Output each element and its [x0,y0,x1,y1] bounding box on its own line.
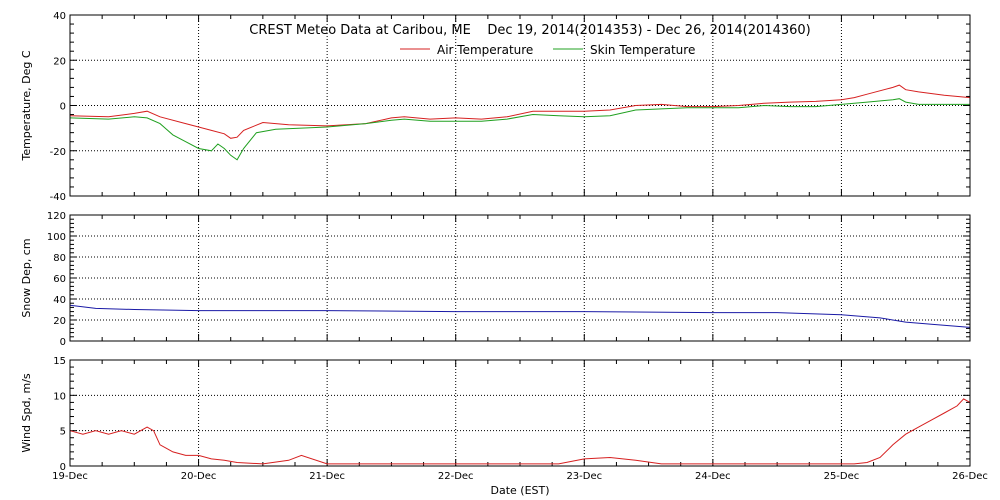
series-line-panel-3 [69,398,971,465]
y-tick-label: 10 [53,391,66,402]
legend-entry: Air Temperature [437,43,533,57]
panel-1-frame [69,14,971,197]
y-tick-label: 20 [53,56,66,67]
y-tick-label: 120 [47,211,66,222]
y-tick-label: -40 [50,192,66,203]
x-tick-label: 24-Dec [695,471,731,482]
chart-title: CREST Meteo Data at Caribou, ME Dec 19, … [249,23,810,38]
y-tick-label: 40 [53,11,66,22]
x-tick-label: 19-Dec [52,471,88,482]
x-tick-label: 22-Dec [438,471,474,482]
y-tick-label: 0 [60,102,66,113]
y-axis-label: Snow Dep, cm [20,238,33,317]
panel-3: 0 5 10 15 Wind Spd, m/s [20,356,971,473]
panel-2-frame [69,214,971,342]
y-axis-label: Temperature, Deg C [20,50,33,161]
y-tick-label: 0 [60,337,66,348]
y-axis-label: Wind Spd, m/s [20,373,33,453]
y-tick-label: 0 [60,462,66,473]
y-tick-label: 20 [53,316,66,327]
series-line-air-temperature [69,84,971,139]
panel-2: 0 20 40 60 80 100 120 Snow Dep, cm [20,211,971,348]
x-axis-label: Date (EST) [490,484,549,497]
y-tick-label: 100 [47,232,66,243]
x-tick-label: 25-Dec [824,471,860,482]
series-line-skin-temperature [69,98,970,161]
y-tick-label: 60 [53,274,66,285]
panel-3-frame [69,359,971,467]
x-tick-label: 21-Dec [309,471,345,482]
legend-entry: Skin Temperature [590,43,695,57]
y-tick-label: -20 [50,147,66,158]
y-tick-label: 80 [53,253,66,264]
x-tick-label: 26-Dec [952,471,988,482]
x-tick-label: 20-Dec [181,471,217,482]
y-tick-label: 40 [53,295,66,306]
y-tick-label: 15 [53,356,66,367]
x-tick-label: 23-Dec [566,471,602,482]
y-tick-label: 5 [60,427,66,438]
panel-1: -40 -20 0 20 40 Temperature, Deg C Air Tempera… [20,11,971,203]
series-line-panel-2 [69,304,971,328]
